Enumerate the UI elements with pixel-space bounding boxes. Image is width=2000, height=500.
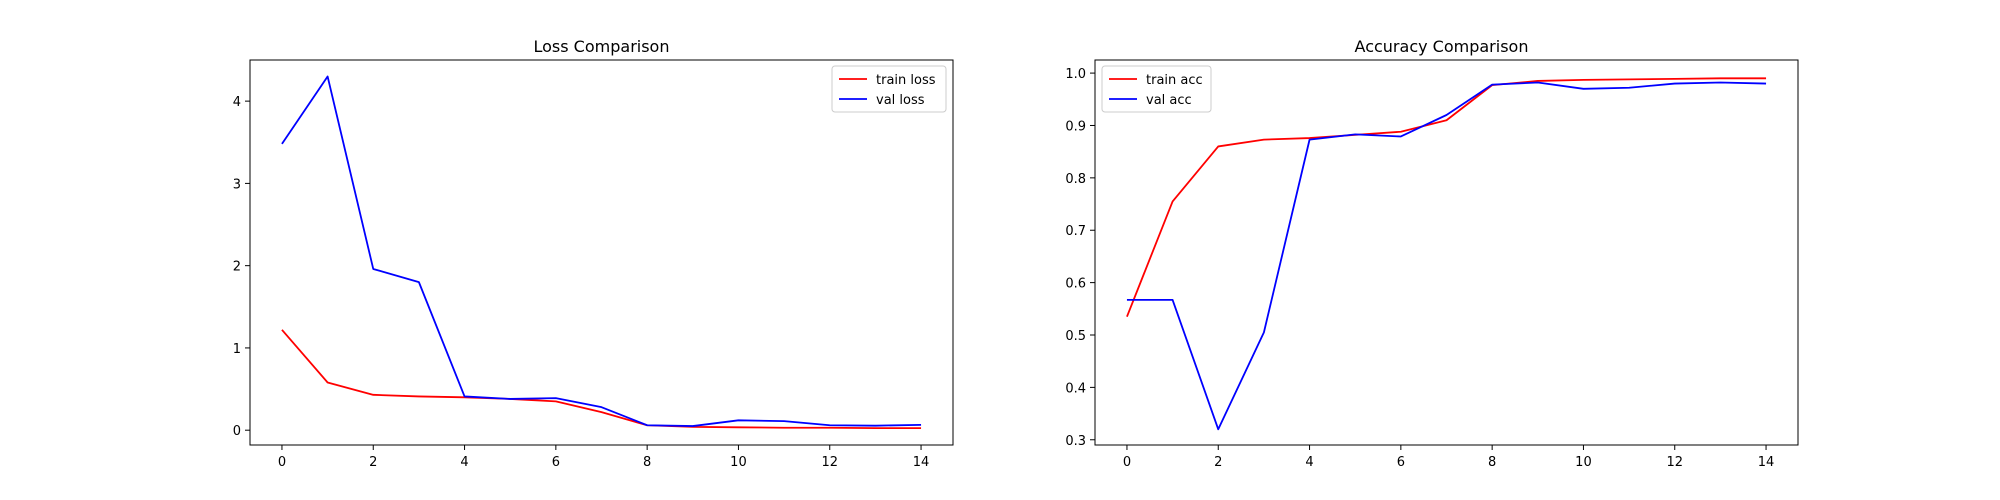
loss-ytick-label: 2 — [233, 260, 241, 275]
loss-legend: train loss val loss — [831, 65, 947, 113]
loss-chart-title: Loss Comparison — [534, 37, 670, 56]
loss-ytick-label: 1 — [233, 342, 241, 357]
loss-series-train-line — [281, 329, 922, 430]
loss-series-val-line — [281, 75, 922, 427]
accuracy-legend: train acc val acc — [1101, 65, 1212, 113]
loss-ytick-label: 3 — [233, 177, 241, 192]
accuracy-ytick-label: 0.7 — [1065, 224, 1086, 239]
accuracy-ytick-label: 0.4 — [1065, 381, 1086, 396]
accuracy-legend-train-label: train acc — [1146, 73, 1203, 88]
accuracy-ytick-label: 0.3 — [1065, 434, 1086, 449]
loss-xtick-label: 10 — [730, 455, 747, 470]
loss-xtick-label: 4 — [460, 455, 468, 470]
accuracy-ytick-label: 0.9 — [1065, 119, 1086, 134]
accuracy-series-val-line — [1126, 81, 1767, 431]
accuracy-xtick-label: 2 — [1214, 455, 1222, 470]
accuracy-xtick-label: 10 — [1575, 455, 1592, 470]
accuracy-series-train-line — [1126, 77, 1767, 318]
accuracy-ytick-label: 0.5 — [1065, 329, 1086, 344]
accuracy-chart: Accuracy Comparison 0 2 4 6 8 10 12 14 0.3 0.4 0.5… — [1065, 37, 1799, 470]
accuracy-xtick-label: 0 — [1123, 455, 1131, 470]
accuracy-ytick-label: 1.0 — [1065, 67, 1086, 82]
loss-xtick-label: 0 — [278, 455, 286, 470]
loss-legend-box — [831, 65, 947, 113]
accuracy-chart-title: Accuracy Comparison — [1355, 37, 1529, 56]
loss-xtick-label: 14 — [913, 455, 930, 470]
loss-xtick-label: 2 — [369, 455, 377, 470]
accuracy-xtick-label: 4 — [1305, 455, 1313, 470]
accuracy-xtick-label: 8 — [1488, 455, 1496, 470]
accuracy-legend-box — [1101, 65, 1212, 113]
accuracy-ytick-label: 0.8 — [1065, 172, 1086, 187]
loss-ytick-label: 0 — [233, 424, 241, 439]
accuracy-ytick-label: 0.6 — [1065, 277, 1086, 292]
loss-ytick-label: 4 — [233, 95, 241, 110]
loss-legend-val-label: val loss — [876, 93, 925, 108]
loss-xtick-label: 8 — [643, 455, 651, 470]
loss-axes-frame — [249, 59, 954, 446]
accuracy-xtick-label: 14 — [1758, 455, 1775, 470]
accuracy-xtick-label: 12 — [1666, 455, 1683, 470]
accuracy-plot-area: 0 2 4 6 8 10 12 14 0.3 0.4 0.5 0.6 0.7 0.8 0.9 1.0 — [1065, 67, 1774, 470]
loss-xtick-label: 12 — [821, 455, 838, 470]
accuracy-legend-val-label: val acc — [1146, 93, 1192, 108]
accuracy-xtick-label: 6 — [1397, 455, 1405, 470]
accuracy-axes-frame — [1094, 59, 1799, 446]
loss-xtick-label: 6 — [552, 455, 560, 470]
loss-legend-train-label: train loss — [876, 73, 936, 88]
